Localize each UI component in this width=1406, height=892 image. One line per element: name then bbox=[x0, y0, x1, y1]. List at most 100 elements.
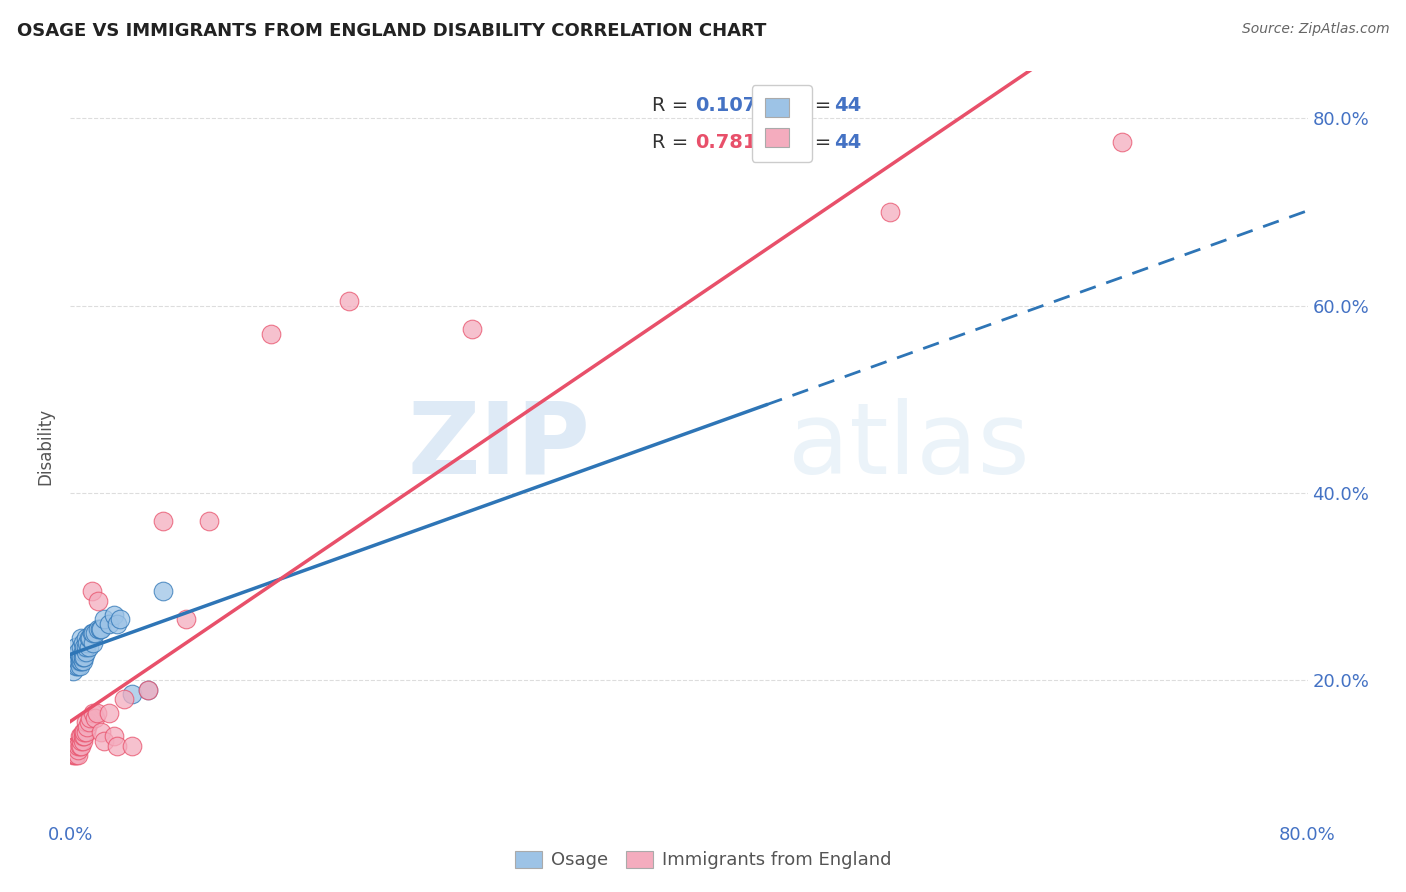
Point bbox=[63, 649, 86, 664]
Point bbox=[260, 326, 283, 341]
Text: ZIP: ZIP bbox=[408, 398, 591, 494]
Point bbox=[67, 747, 90, 762]
Point bbox=[65, 739, 87, 753]
Point bbox=[86, 706, 108, 720]
Point bbox=[63, 655, 86, 669]
Point bbox=[67, 645, 90, 659]
Point bbox=[72, 645, 94, 659]
Text: 0.107: 0.107 bbox=[695, 95, 756, 114]
Point bbox=[152, 584, 174, 599]
Text: 0.781: 0.781 bbox=[695, 133, 756, 152]
Point bbox=[65, 640, 87, 655]
Point bbox=[82, 636, 105, 650]
Point bbox=[72, 734, 94, 748]
Point bbox=[69, 659, 91, 673]
Point bbox=[103, 607, 125, 622]
Point bbox=[75, 631, 97, 645]
Point bbox=[84, 626, 107, 640]
Text: R =: R = bbox=[652, 133, 695, 152]
Point bbox=[70, 739, 93, 753]
Text: N =: N = bbox=[794, 95, 838, 114]
Point bbox=[136, 682, 159, 697]
Point bbox=[174, 612, 197, 626]
Point bbox=[72, 649, 94, 664]
Point bbox=[1111, 135, 1133, 149]
Text: Source: ZipAtlas.com: Source: ZipAtlas.com bbox=[1241, 22, 1389, 37]
Y-axis label: Disability: Disability bbox=[37, 408, 55, 484]
Text: N =: N = bbox=[794, 133, 838, 152]
Point bbox=[337, 293, 360, 308]
Point bbox=[82, 706, 105, 720]
Point bbox=[198, 514, 221, 528]
Point bbox=[69, 739, 91, 753]
Legend: Osage, Immigrants from England: Osage, Immigrants from England bbox=[506, 842, 900, 879]
Point bbox=[65, 747, 87, 762]
Point bbox=[63, 747, 86, 762]
Point bbox=[76, 636, 98, 650]
Point bbox=[65, 649, 87, 664]
Point bbox=[62, 747, 84, 762]
Text: 44: 44 bbox=[834, 95, 860, 114]
Point bbox=[72, 724, 94, 739]
Point bbox=[114, 692, 135, 706]
Point bbox=[152, 514, 174, 528]
Point bbox=[75, 645, 97, 659]
Point bbox=[136, 682, 159, 697]
Text: 44: 44 bbox=[834, 133, 860, 152]
Point bbox=[67, 655, 90, 669]
Point bbox=[98, 706, 120, 720]
Point bbox=[73, 724, 96, 739]
Point bbox=[80, 584, 103, 599]
Point bbox=[90, 622, 112, 636]
Point bbox=[73, 730, 96, 744]
Point bbox=[93, 734, 115, 748]
Point bbox=[75, 715, 97, 730]
Point bbox=[461, 322, 484, 336]
Point bbox=[72, 730, 94, 744]
Point bbox=[70, 730, 93, 744]
Text: OSAGE VS IMMIGRANTS FROM ENGLAND DISABILITY CORRELATION CHART: OSAGE VS IMMIGRANTS FROM ENGLAND DISABIL… bbox=[17, 22, 766, 40]
Point bbox=[79, 710, 101, 724]
Point bbox=[121, 687, 143, 701]
Point bbox=[89, 622, 111, 636]
Point bbox=[72, 655, 94, 669]
Point bbox=[79, 631, 101, 645]
Point bbox=[75, 640, 97, 655]
Point bbox=[103, 730, 125, 744]
Point bbox=[87, 593, 110, 607]
Point bbox=[70, 649, 93, 664]
Point bbox=[105, 617, 128, 632]
Point bbox=[90, 724, 112, 739]
Point bbox=[82, 626, 105, 640]
Point bbox=[84, 710, 107, 724]
Point bbox=[69, 655, 91, 669]
Point bbox=[879, 205, 901, 219]
Point bbox=[105, 739, 128, 753]
Point bbox=[87, 622, 110, 636]
Point bbox=[67, 739, 90, 753]
Point bbox=[93, 612, 115, 626]
Point bbox=[75, 724, 97, 739]
Text: atlas: atlas bbox=[787, 398, 1029, 494]
Point bbox=[77, 640, 100, 655]
Point bbox=[62, 664, 84, 678]
Point bbox=[76, 720, 98, 734]
Point bbox=[69, 730, 91, 744]
Legend: , : , bbox=[752, 85, 811, 161]
Point bbox=[70, 655, 93, 669]
Point bbox=[73, 649, 96, 664]
Point bbox=[63, 739, 86, 753]
Text: R =: R = bbox=[652, 95, 695, 114]
Point bbox=[77, 715, 100, 730]
Point bbox=[67, 743, 90, 757]
Point bbox=[108, 612, 131, 626]
Point bbox=[80, 626, 103, 640]
Point bbox=[70, 631, 93, 645]
Point bbox=[121, 739, 143, 753]
Point bbox=[70, 640, 93, 655]
Point bbox=[69, 649, 91, 664]
Point bbox=[77, 631, 100, 645]
Point bbox=[73, 640, 96, 655]
Point bbox=[67, 659, 90, 673]
Point bbox=[65, 659, 87, 673]
